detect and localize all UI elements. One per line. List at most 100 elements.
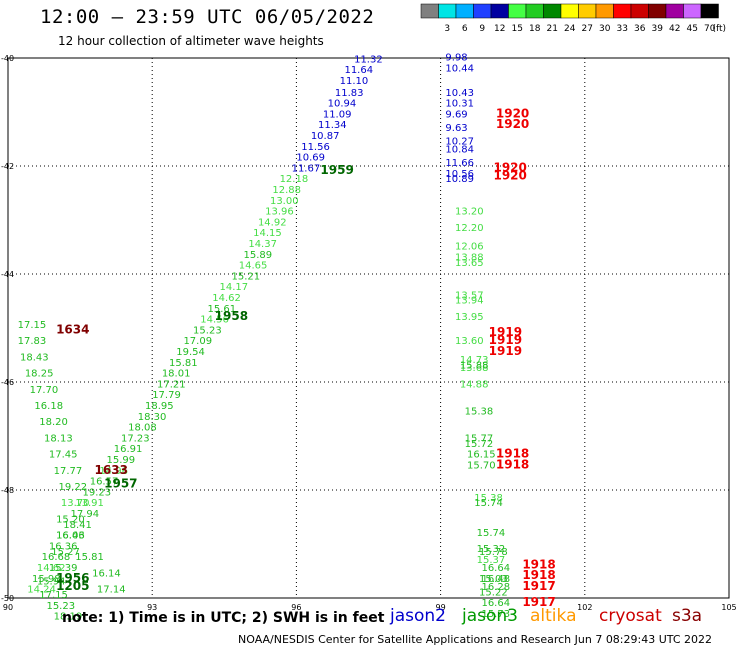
colorbar-swatch bbox=[700, 3, 719, 19]
colorbar-swatch bbox=[613, 3, 632, 19]
wave-height-label: 16.64 bbox=[481, 563, 510, 574]
wave-height-label: 19.54 bbox=[176, 347, 205, 358]
wave-height-label: 13.20 bbox=[455, 207, 484, 218]
wave-height-label: 15.88 bbox=[460, 361, 489, 372]
wave-height-label: 15.27 bbox=[51, 547, 80, 558]
wave-height-label: 13.95 bbox=[455, 312, 484, 323]
wave-height-label: 15.74 bbox=[477, 528, 506, 539]
colorbar-swatch bbox=[560, 3, 579, 19]
wave-height-label: 9.63 bbox=[445, 123, 467, 134]
colorbar-swatch bbox=[543, 3, 562, 19]
wave-height-label: 15.37 bbox=[477, 555, 506, 566]
colorbar-swatch bbox=[508, 3, 527, 19]
wave-height-label: 15.38 bbox=[474, 493, 503, 504]
colorbar-tick-label: 21 bbox=[547, 24, 558, 34]
wave-height-label: 15.74 bbox=[474, 498, 503, 509]
wave-height-label: 16.68 bbox=[42, 552, 71, 563]
colorbar-tick-label: 45 bbox=[687, 24, 698, 34]
legend-altika: altika bbox=[530, 606, 577, 626]
wave-height-label: 18.95 bbox=[145, 401, 174, 412]
time-label: 1919 bbox=[489, 333, 522, 347]
colorbar-tick-label: 30 bbox=[599, 24, 611, 34]
time-label: 1958 bbox=[215, 309, 248, 323]
wave-height-label: 15.94 bbox=[37, 577, 66, 588]
wave-height-label: 9.69 bbox=[445, 109, 467, 120]
time-label: 1918 bbox=[522, 568, 555, 582]
wave-height-label: 18.20 bbox=[39, 417, 68, 428]
wave-height-label: 15.38 bbox=[465, 406, 494, 417]
wave-height-label: 17.21 bbox=[157, 379, 186, 390]
colorbar-tick-label: 42 bbox=[669, 24, 680, 34]
wave-height-label: 11.83 bbox=[335, 88, 364, 99]
wave-height-label: 10.94 bbox=[328, 99, 357, 110]
wave-height-label: 10.44 bbox=[445, 64, 474, 75]
time-label: 1918 bbox=[496, 447, 529, 461]
time-label: 1920 bbox=[496, 117, 529, 131]
wave-height-label: 15.77 bbox=[465, 433, 494, 444]
credit-line: NOAA/NESDIS Center for Satellite Applica… bbox=[238, 633, 713, 646]
y-tick-label: -40 bbox=[1, 54, 14, 63]
wave-height-label: 10.27 bbox=[445, 136, 474, 147]
wave-height-label: 12.18 bbox=[280, 174, 309, 185]
wave-height-label: 13.96 bbox=[265, 207, 294, 218]
time-label: 1634 bbox=[56, 322, 89, 336]
x-tick-label: 90 bbox=[3, 603, 13, 612]
colorbar-tick-label: 39 bbox=[652, 24, 664, 34]
wave-height-label: 13.68 bbox=[460, 363, 489, 374]
wave-height-label: 16.46 bbox=[56, 531, 85, 542]
wave-height-label: 18.43 bbox=[20, 352, 49, 363]
wave-height-label: 16.28 bbox=[481, 582, 510, 593]
colorbar: 3 6 9 12 15 18 21 24 27 30 33 36 39 42 45 70(ft) bbox=[420, 3, 726, 34]
wave-height-label: 11.64 bbox=[344, 65, 373, 76]
colorbar-swatch bbox=[473, 3, 492, 19]
wave-height-label: 14.92 bbox=[258, 217, 287, 228]
wave-height-label: 12.20 bbox=[455, 223, 484, 234]
wave-height-label: 13.60 bbox=[455, 336, 484, 347]
wave-height-label: 15.81 bbox=[169, 358, 198, 369]
wave-height-label: 17.94 bbox=[70, 509, 99, 520]
wave-height-label: 10.87 bbox=[311, 131, 340, 142]
wave-height-label: 12.88 bbox=[272, 185, 301, 196]
wave-height-label: 14.56 bbox=[200, 315, 229, 326]
wave-height-label: 10.89 bbox=[445, 174, 474, 185]
wave-height-label: 10.31 bbox=[445, 99, 474, 110]
wave-height-label: 17.83 bbox=[18, 336, 47, 347]
wave-height-label: 13.65 bbox=[455, 258, 484, 269]
y-tick-label: -44 bbox=[1, 270, 14, 279]
x-tick-label: 102 bbox=[577, 603, 592, 612]
colorbar-swatch bbox=[578, 3, 597, 19]
wave-height-label: 14.65 bbox=[239, 261, 268, 272]
wave-height-label: 14.96 bbox=[99, 466, 128, 477]
colorbar-swatch bbox=[525, 3, 544, 19]
wave-height-label: 11.32 bbox=[354, 54, 383, 65]
plot-frame bbox=[7, 57, 730, 599]
wave-height-label: 15.99 bbox=[107, 455, 136, 466]
wave-height-label: 15.39 bbox=[49, 563, 78, 574]
colorbar-swatch bbox=[420, 3, 439, 19]
time-label: 1919 bbox=[489, 344, 522, 358]
colorbar-tick-label: 24 bbox=[564, 24, 576, 34]
wave-height-label: 17.15 bbox=[18, 320, 47, 331]
wave-height-label: 16.48 bbox=[481, 574, 510, 585]
wave-height-label: 15.32 bbox=[477, 544, 506, 555]
wave-height-label: 14.62 bbox=[37, 563, 66, 574]
colorbar-tick-label: 36 bbox=[634, 24, 646, 34]
wave-height-label: 11.10 bbox=[340, 76, 369, 87]
colorbar-swatch bbox=[630, 3, 649, 19]
wave-height-label: 15.03 bbox=[479, 574, 508, 585]
wave-height-label: 18.30 bbox=[138, 412, 167, 423]
wave-height-label: 10.56 bbox=[445, 169, 474, 180]
wave-height-label: 13.88 bbox=[455, 253, 484, 264]
wave-height-label: 14.88 bbox=[460, 379, 489, 390]
time-label: 1920 bbox=[493, 169, 526, 183]
colorbar-swatch bbox=[648, 3, 667, 19]
wave-height-label: 17.77 bbox=[54, 466, 83, 477]
wave-height-label: 14.15 bbox=[253, 228, 282, 239]
legend-jason2: jason2 bbox=[390, 606, 446, 626]
colorbar-tick-label: 6 bbox=[462, 24, 468, 34]
wave-height-label: 13.91 bbox=[75, 498, 104, 509]
wave-height-label: 15.22 bbox=[479, 587, 508, 598]
chart-subtitle: 12 hour collection of altimeter wave hei… bbox=[58, 34, 324, 48]
